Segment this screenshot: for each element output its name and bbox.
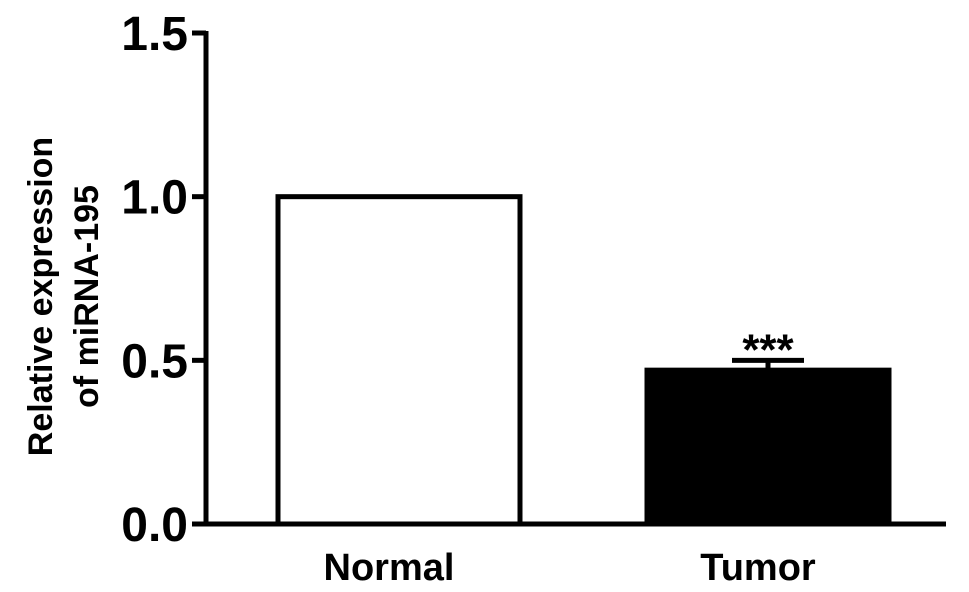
y-axis-label-line-2: of miRNA-195 <box>68 185 106 408</box>
x-tick-label-normal: Normal <box>324 547 455 589</box>
bar-normal <box>275 194 523 527</box>
significance-marker: *** <box>742 325 794 374</box>
y-axis-label: Relative expression of miRNA-195 <box>22 137 106 456</box>
y-axis-label-line-1: Relative expression <box>22 137 60 456</box>
x-tick-label-tumor: Tumor <box>700 547 816 589</box>
x-axis-ticks: Normal Tumor <box>324 547 816 589</box>
y-tick-label: 1.0 <box>121 172 188 225</box>
y-tick-label: 1.5 <box>121 8 188 61</box>
y-axis-ticks: 0.0 0.5 1.0 1.5 <box>121 8 206 552</box>
bars: *** <box>275 194 892 527</box>
bar-tumor <box>644 367 892 527</box>
y-tick-label: 0.5 <box>121 335 188 388</box>
y-tick-label: 0.0 <box>121 499 188 552</box>
